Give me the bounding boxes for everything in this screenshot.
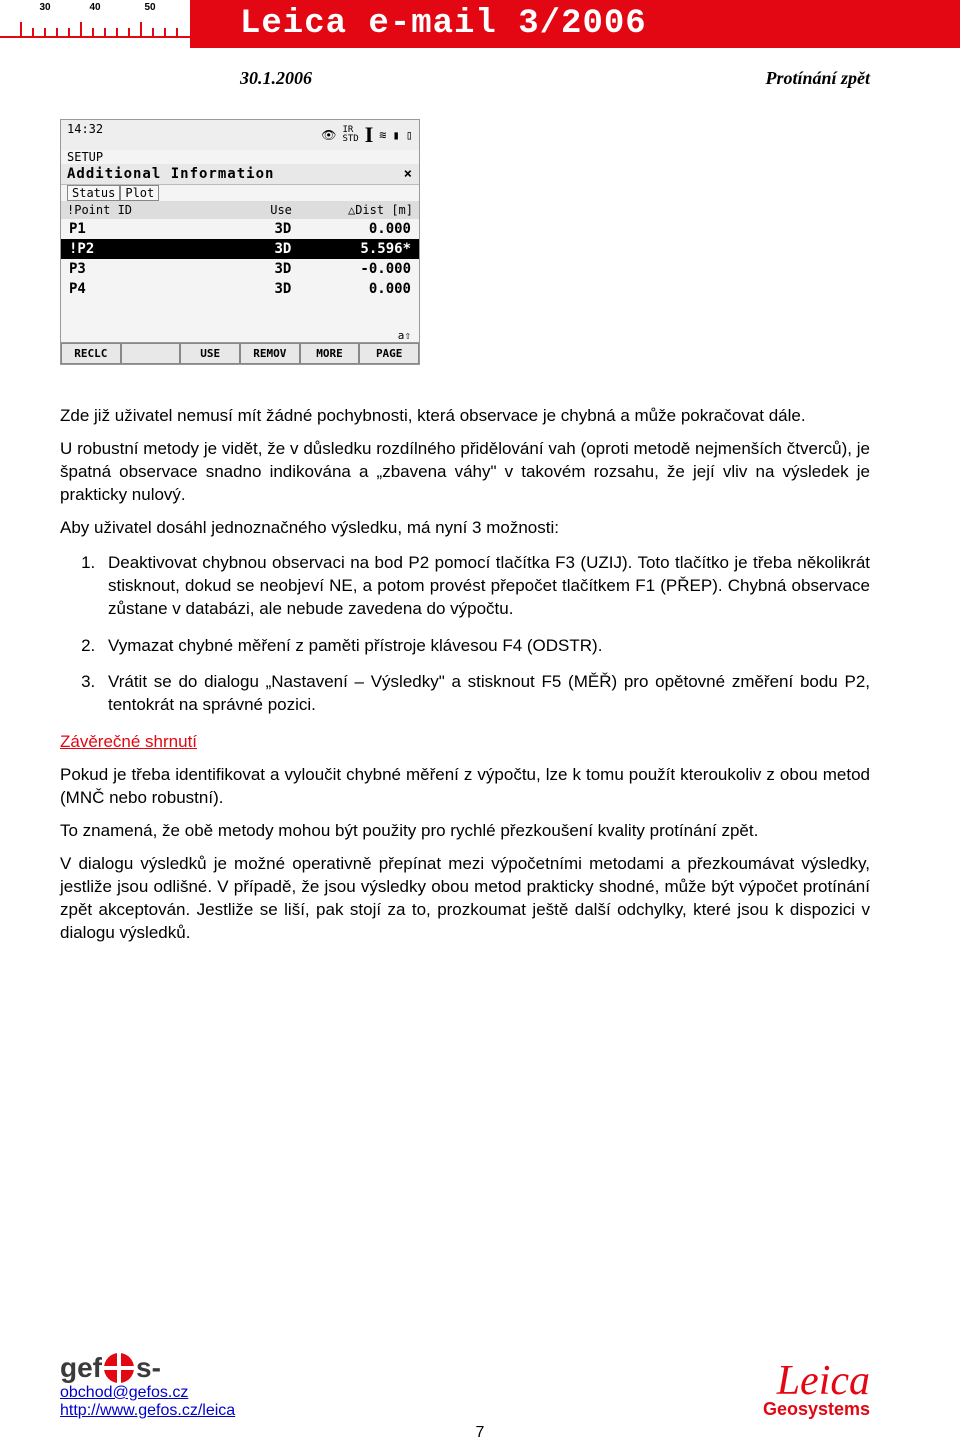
list-item-1: Deaktivovat chybnou observaci na bod P2 …	[100, 552, 870, 621]
signal-icon: ≋	[379, 128, 386, 142]
eye-icon: 👁	[321, 128, 336, 142]
para-3: Aby uživatel dosáhl jednoznačného výsled…	[60, 517, 870, 540]
ruler-label-50: 50	[144, 2, 155, 13]
document-body: Zde již uživatel nemusí mít žádné pochyb…	[0, 385, 960, 945]
fkey-reclc[interactable]: RECLC	[61, 343, 121, 364]
summary-2: To znamená, že obě metody mohou být použ…	[60, 820, 870, 843]
battery-icon: ▯	[406, 128, 413, 142]
table-row: P13D0.000	[61, 219, 419, 239]
document-title: Leica e-mail 3/2006	[190, 0, 960, 48]
subheader: 30.1.2006 Protínání zpět	[0, 48, 960, 99]
para-1: Zde již uživatel nemusí mít žádné pochyb…	[60, 405, 870, 428]
ruler-label-40: 40	[89, 2, 100, 13]
page-number: 7	[476, 1424, 485, 1442]
dev-icons: 👁 IRSTD I ≋ ▮ ▯	[321, 122, 413, 148]
leica-logo: Leica Geosystems	[763, 1365, 870, 1420]
gefos-block: gefs- obchod@gefos.cz http://www.gefos.c…	[60, 1352, 235, 1420]
gefos-mark-icon	[104, 1353, 134, 1383]
tab-status[interactable]: Status	[67, 185, 120, 201]
doc-topic: Protínání zpět	[765, 68, 870, 89]
summary-title: Závěrečné shrnutí	[60, 731, 870, 754]
page-header: 30 40 50 Leica e-mail 3/2006	[0, 0, 960, 48]
para-2: U robustní metody je vidět, že v důsledk…	[60, 438, 870, 507]
fkey-page[interactable]: PAGE	[359, 343, 419, 364]
gefos-logo: gefs-	[60, 1352, 235, 1384]
table-row: P33D-0.000	[61, 259, 419, 279]
page-footer: gefs- obchod@gefos.cz http://www.gefos.c…	[60, 1352, 870, 1420]
list-item-3: Vrátit se do dialogu „Nastavení – Výsled…	[100, 671, 870, 717]
ruler-graphic: 30 40 50	[0, 0, 190, 48]
card-icon: ▮	[393, 128, 400, 142]
ruler-label-30: 30	[39, 2, 50, 13]
dev-function-keys: RECLC USE REMOV MORE PAGE	[61, 342, 419, 364]
tab-plot[interactable]: Plot	[120, 185, 159, 201]
dev-hint: a⇧	[61, 329, 419, 342]
dev-table-header: !Point ID Use △Dist [m]	[61, 201, 419, 219]
dev-time: 14:32	[67, 122, 103, 148]
dev-tabs: StatusPlot	[61, 185, 419, 201]
summary-3: V dialogu výsledků je možné operativně p…	[60, 853, 870, 945]
summary-1: Pokud je třeba identifikovat a vyloučit …	[60, 764, 870, 810]
list-item-2: Vymazat chybné měření z paměti přístroje…	[100, 635, 870, 658]
device-screenshot: 14:32 👁 IRSTD I ≋ ▮ ▯ SETUP Additional I…	[60, 119, 420, 365]
doc-date: 30.1.2006	[240, 68, 312, 89]
fkey-use[interactable]: USE	[180, 343, 240, 364]
fkey-more[interactable]: MORE	[300, 343, 360, 364]
dev-window-title: Additional Information	[67, 166, 274, 182]
close-icon[interactable]: ×	[404, 166, 413, 182]
info-icon: I	[365, 122, 374, 148]
dev-setup: SETUP	[61, 150, 419, 164]
fkey-blank[interactable]	[121, 343, 181, 364]
website-link[interactable]: http://www.gefos.cz/leica	[60, 1402, 235, 1419]
options-list: Deaktivovat chybnou observaci na bod P2 …	[100, 552, 870, 718]
table-row-selected[interactable]: !P23D5.596*	[61, 239, 419, 259]
email-link[interactable]: obchod@gefos.cz	[60, 1384, 188, 1401]
fkey-remov[interactable]: REMOV	[240, 343, 300, 364]
table-row: P43D0.000	[61, 279, 419, 299]
